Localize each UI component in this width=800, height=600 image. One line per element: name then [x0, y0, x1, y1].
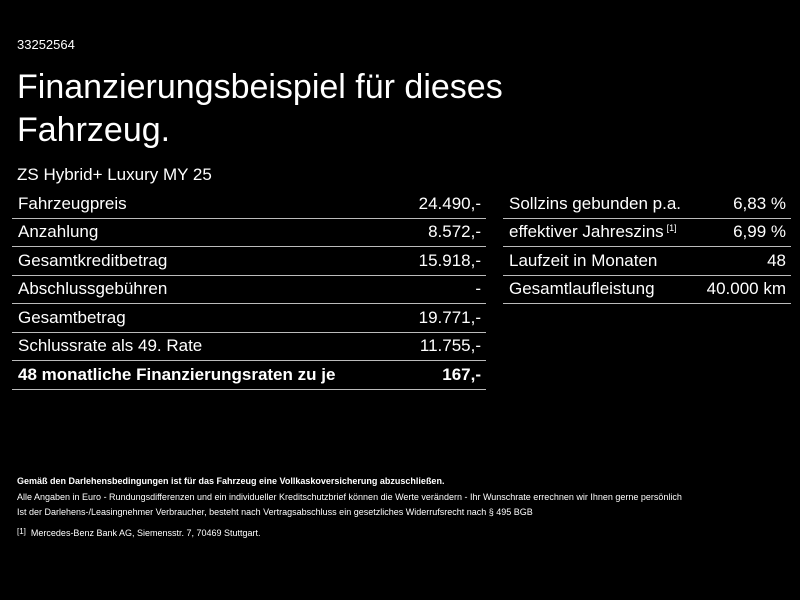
row-value: 167,-	[442, 364, 481, 384]
row-value: 19.771,-	[418, 307, 481, 327]
row-label: Abschlussgebühren	[18, 279, 167, 299]
table-row: Abschlussgebühren -	[12, 276, 486, 304]
row-value: 40.000 km	[706, 279, 786, 299]
table-row: Schlussrate als 49. Rate 11.755,-	[12, 333, 486, 361]
label-text: Sollzins gebunden p.a.	[509, 193, 682, 213]
table-row: 48 monatliche Finanzierungsraten zu je 16…	[12, 361, 486, 390]
row-value: 6,83 %	[733, 193, 786, 213]
row-value: 15.918,-	[418, 250, 481, 270]
row-label: Gesamtkreditbetrag	[18, 251, 167, 271]
label-text: Gesamtkreditbetrag	[18, 250, 168, 270]
row-value: -	[475, 279, 481, 299]
table-row: Gesamtbetrag 19.771,-	[12, 304, 486, 333]
label-text: Fahrzeugpreis	[18, 193, 127, 213]
footnote: [1] Mercedes-Benz Bank AG, Siemensstr. 7…	[17, 524, 682, 542]
insurance-note: Gemäß den Darlehensbedingungen ist für d…	[17, 476, 445, 486]
row-label: Laufzeit in Monaten	[509, 251, 657, 271]
row-label: 48 monatliche Finanzierungsraten zu je	[18, 365, 335, 385]
row-label: Gesamtbetrag	[18, 308, 126, 328]
label-text: effektiver Jahreszins	[509, 222, 664, 242]
subtitle: ZS Hybrid+ Luxury MY 25	[17, 165, 212, 184]
table-row: Anzahlung 8.572,-	[12, 219, 486, 247]
row-label: Fahrzeugpreis	[18, 194, 127, 214]
row-label: effektiver Jahreszins [1]	[509, 222, 677, 242]
row-value: 11.755,-	[419, 336, 481, 356]
label-text: Laufzeit in Monaten	[509, 250, 658, 270]
footnote-marker: [1]	[17, 526, 26, 536]
title: Finanzierungsbeispiel für dieses Fahrzeu…	[17, 68, 503, 149]
finance-table: Fahrzeugpreis 24.490,- Anzahlung 8.572,- Ges…	[12, 190, 486, 390]
table-row: Gesamtlaufleistung 40.000 km	[503, 276, 791, 304]
table-row: Gesamtkreditbetrag 15.918,-	[12, 247, 486, 276]
row-value: 24.490,-	[418, 193, 481, 213]
footer-line: Ist der Darlehens-/Leasingnehmer Verbrau…	[17, 507, 533, 517]
note-ref: [1]	[666, 223, 677, 234]
label-text: Gesamtbetrag	[18, 307, 126, 327]
row-value: 8.572,-	[428, 222, 481, 242]
row-value: 6,99 %	[733, 222, 786, 242]
vehicle-id: 33252564	[17, 37, 75, 52]
table-row: effektiver Jahreszins [1] 6,99 %	[503, 219, 791, 247]
footnote-text: Mercedes-Benz Bank AG, Siemensstr. 7, 70…	[30, 527, 261, 538]
label-text: Gesamtlaufleistung	[509, 279, 655, 299]
table-row: Fahrzeugpreis 24.490,-	[12, 190, 486, 219]
label-text: Anzahlung	[18, 222, 99, 242]
footer: Gemäß den Darlehensbedingungen ist für d…	[17, 474, 682, 541]
row-label: Gesamtlaufleistung	[509, 279, 655, 299]
table-row: Laufzeit in Monaten 48	[503, 247, 791, 276]
label-text: Schlussrate als 49. Rate	[18, 336, 203, 356]
table-row: Sollzins gebunden p.a. 6,83 %	[503, 190, 791, 219]
row-label: Anzahlung	[18, 222, 98, 242]
footer-line: Alle Angaben in Euro - Rundungsdifferenz…	[17, 491, 682, 502]
row-label: Sollzins gebunden p.a.	[509, 194, 681, 214]
label-text: 48 monatliche Finanzierungsraten zu je	[18, 364, 336, 384]
label-text: Abschlussgebühren	[18, 279, 168, 299]
row-label: Schlussrate als 49. Rate	[18, 336, 202, 356]
rate-table: Sollzins gebunden p.a. 6,83 % effektiver J…	[503, 190, 791, 304]
row-value: 48	[767, 250, 786, 270]
